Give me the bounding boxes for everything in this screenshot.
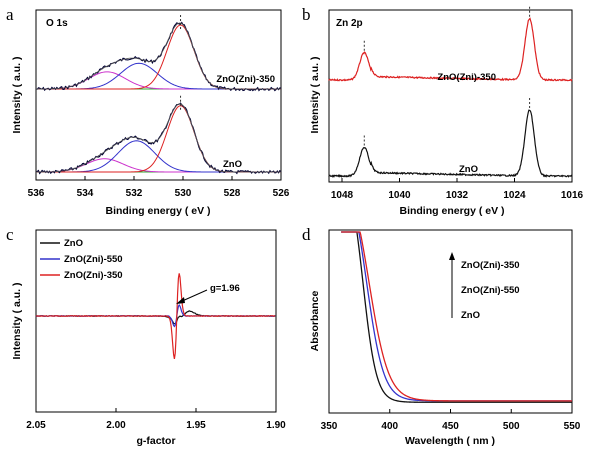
b-tick-label-1048: 1048	[331, 190, 354, 201]
panel-letter-c: c	[6, 225, 14, 244]
panel-letter-b: b	[302, 5, 311, 24]
panel-d-uvvis: d 350 400 450 500 550 ZnO(Zni)-350 ZnO(Zni)-…	[302, 225, 581, 447]
panel-a-label-zni350: ZnO(Zni)-350	[216, 74, 275, 85]
panel-d-x-axis-label: Wavelength ( nm )	[405, 435, 495, 447]
panel-d-x-ticks: 350 400 450 500 550	[321, 409, 581, 432]
panel-b-label-zni350: ZnO(Zni)-350	[437, 72, 496, 83]
b-tick-label-1032: 1032	[446, 190, 469, 201]
panel-d-y-axis-label: Absorbance	[309, 291, 321, 352]
panel-letter-a: a	[6, 5, 14, 24]
a-tick-label-536: 536	[28, 188, 45, 199]
c-series-zni350	[35, 273, 276, 360]
d-series-zni350	[341, 231, 572, 402]
panel-a-frame	[35, 9, 282, 181]
panel-d-label-zni550: ZnO(Zni)-550	[461, 285, 520, 296]
a-component-zno-1	[36, 140, 281, 173]
legend-label-zno: ZnO	[64, 238, 83, 249]
panel-b-plot-area	[328, 6, 573, 178]
panel-c-epr: c 2.05 2.00 1.95 1.90 ZnO ZnO(Zni)-550 ZnO(…	[6, 225, 286, 447]
b-series-zni350	[328, 17, 573, 82]
b-tick-label-1016: 1016	[561, 190, 584, 201]
panel-letter-d: d	[302, 225, 311, 244]
d-series-zni550	[341, 231, 572, 402]
a-envelope-zni350	[36, 22, 281, 90]
panel-d-plot-area	[341, 231, 572, 403]
panel-a-label-zno: ZnO	[223, 159, 242, 170]
panel-c-y-axis-label: Intensity ( a.u. )	[11, 282, 23, 359]
panel-b-title: Zn 2p	[336, 18, 363, 29]
d-tick-label-550: 550	[564, 421, 581, 432]
panel-d-label-zni350: ZnO(Zni)-350	[461, 260, 520, 271]
a-envelope-zno	[35, 103, 281, 173]
panel-c-frame	[35, 229, 277, 413]
a-tick-label-530: 530	[175, 188, 192, 199]
a-tick-label-528: 528	[224, 188, 241, 199]
b-tick-label-1040: 1040	[388, 190, 411, 201]
panel-c-x-ticks: 2.05 2.00 1.95 1.90	[26, 408, 286, 431]
panel-d-arrowhead	[449, 252, 455, 260]
panel-a-plot-area	[35, 15, 282, 175]
b-tick-label-1024: 1024	[503, 190, 526, 201]
panel-c-annotation-g: g=1.96	[210, 283, 240, 294]
d-tick-label-350: 350	[321, 421, 338, 432]
c-tick-label-1.90: 1.90	[266, 420, 286, 431]
b-series-zno	[328, 109, 573, 178]
legend-label-zni550: ZnO(Zni)-550	[64, 254, 123, 265]
a-tick-label-532: 532	[126, 188, 143, 199]
panel-d-label-zno: ZnO	[461, 310, 480, 321]
panel-a-xps-o1s: a O 1s 536 534 532 530 528 526 ZnO(Zni)-350 Z…	[6, 5, 290, 217]
d-tick-label-500: 500	[503, 421, 520, 432]
c-tick-label-1.95: 1.95	[186, 420, 206, 431]
panel-a-x-ticks: 536 534 532 530 528 526	[28, 176, 290, 199]
c-tick-label-2.00: 2.00	[106, 420, 126, 431]
panel-b-x-ticks: 1048 1040 1032 1024 1016	[331, 178, 584, 201]
a-raw-zni350	[35, 21, 282, 92]
panel-b-y-axis-label: Intensity ( a.u. )	[309, 56, 321, 133]
d-tick-label-400: 400	[381, 421, 398, 432]
a-raw-zno	[35, 102, 282, 175]
panel-a-y-axis-label: Intensity ( a.u. )	[11, 56, 23, 133]
a-tick-label-526: 526	[273, 188, 290, 199]
legend-label-zni350: ZnO(Zni)-350	[64, 270, 123, 281]
panel-a-title: O 1s	[46, 18, 68, 29]
panel-a-x-axis-label: Binding energy ( eV )	[105, 205, 210, 217]
panel-b-frame	[328, 9, 573, 183]
panel-b-x-axis-label: Binding energy ( eV )	[399, 205, 504, 217]
panel-c-arrowhead	[176, 297, 185, 304]
a-tick-label-534: 534	[77, 188, 94, 199]
panel-c-plot-area	[35, 273, 276, 360]
panel-c-legend: ZnO ZnO(Zni)-550 ZnO(Zni)-350	[40, 238, 123, 281]
d-tick-label-450: 450	[442, 421, 459, 432]
panel-b-label-zno: ZnO	[459, 164, 478, 175]
panel-c-x-axis-label: g-factor	[136, 435, 175, 447]
panel-b-xps-zn2p: b Zn 2p 1048 1040 1032 1024 1016 ZnO(Zni)-35…	[302, 5, 584, 217]
d-series-zno	[341, 231, 572, 403]
c-series-zno	[35, 310, 276, 325]
c-tick-label-2.05: 2.05	[26, 420, 46, 431]
